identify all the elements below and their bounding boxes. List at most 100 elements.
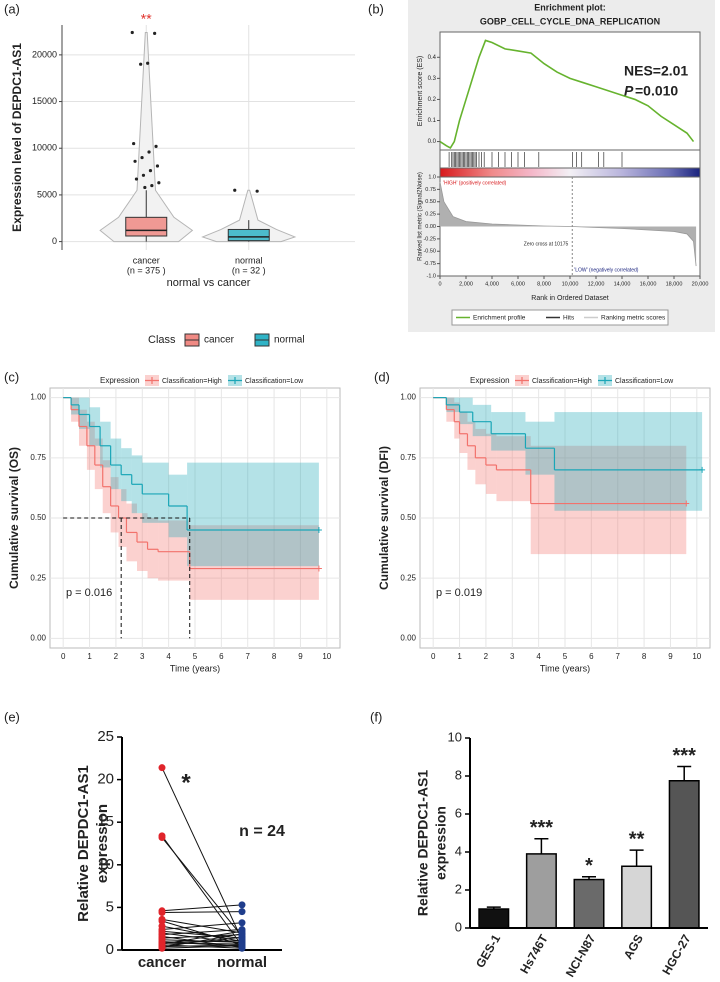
y-tick-label: 10 xyxy=(97,856,114,873)
y2-tick-label: -0.50 xyxy=(423,249,436,255)
violin xyxy=(201,189,297,243)
y2-tick-label: 0.50 xyxy=(425,199,436,205)
dot xyxy=(238,908,246,916)
significance: * xyxy=(585,855,593,877)
x-tick-label: 0 xyxy=(431,652,436,661)
chart-title: Enrichment plot: xyxy=(534,2,606,12)
x-tick-label: normal xyxy=(217,954,267,971)
legend-label: Classification=Low xyxy=(615,378,674,385)
x-tick-label: AGS xyxy=(621,932,646,962)
violin xyxy=(99,31,194,243)
x-tick-note: (n = 32 ) xyxy=(232,265,266,275)
pair-line xyxy=(161,934,243,939)
nes-label: NES=2.01 xyxy=(624,63,688,79)
y-tick-label: 0.75 xyxy=(30,453,46,462)
outlier xyxy=(255,189,259,193)
y-tick-label: 10 xyxy=(448,729,462,744)
ci-band xyxy=(79,397,90,429)
dot xyxy=(238,901,246,909)
ci-band xyxy=(189,525,319,600)
x-tick-label: 8,000 xyxy=(537,281,551,287)
bar xyxy=(668,780,700,929)
es-line xyxy=(439,39,695,149)
legend-swatch-line xyxy=(515,377,529,384)
ci-band xyxy=(459,397,473,425)
x-tick-label: 10,000 xyxy=(562,281,579,287)
y-tick-label: 0.0 xyxy=(428,139,437,145)
x-tick-label: 10 xyxy=(322,652,331,661)
y-tick-label: 8 xyxy=(455,767,462,782)
ci-band xyxy=(100,421,111,468)
panel-label: (e) xyxy=(4,709,20,724)
x-tick-label: 8 xyxy=(272,652,277,661)
x-tick-label: 1 xyxy=(457,652,462,661)
y-tick-label: 25 xyxy=(97,728,114,745)
box xyxy=(227,228,270,242)
pair-line xyxy=(161,944,243,948)
outlier xyxy=(147,150,151,154)
x-axis-label: normal vs cancer xyxy=(167,277,251,289)
ci-band xyxy=(475,428,486,485)
y-axis-label: Enrichment score (ES) xyxy=(417,56,424,126)
x-tick-label: 12,000 xyxy=(588,281,605,287)
outlier xyxy=(139,62,143,66)
low-label: 'LOW' (negatively correlated) xyxy=(574,267,638,273)
x-tick-label: 9 xyxy=(298,652,303,661)
y2-tick-label: -1.0 xyxy=(427,273,436,279)
outlier xyxy=(157,181,161,185)
legend-title: Class xyxy=(148,334,176,346)
outlier xyxy=(155,164,160,168)
outlier xyxy=(154,144,158,148)
y-tick-label: 0.00 xyxy=(400,633,416,642)
y-axis-label: Cumulative survival (OS) xyxy=(7,447,21,589)
pair-line xyxy=(161,933,243,948)
y-tick-label: 0.00 xyxy=(30,633,46,642)
censor-mark xyxy=(699,466,706,473)
y2-tick-label: 1.0 xyxy=(428,174,436,180)
bar xyxy=(478,908,510,929)
pair-line xyxy=(161,837,243,937)
ci-band xyxy=(147,518,159,579)
y-tick-label: 0.2 xyxy=(428,97,437,103)
y-tick-label: 0.75 xyxy=(400,453,416,462)
y2-axis-label: Ranked list metric (Signal2Noise) xyxy=(418,172,424,261)
y-tick-label: 4 xyxy=(455,843,462,858)
pair-line xyxy=(161,911,243,914)
legend-title: Expression xyxy=(100,376,140,385)
x-tick-label: 8 xyxy=(642,652,647,661)
rank-colorbar xyxy=(439,167,701,178)
outlier xyxy=(143,185,147,190)
y-tick-label: 0 xyxy=(52,236,57,246)
ci-band xyxy=(71,397,79,415)
x-axis-label: Time (years) xyxy=(170,663,220,673)
legend-swatch-line xyxy=(228,377,242,384)
x-tick-label: cancer xyxy=(138,954,187,971)
significance: *** xyxy=(673,745,697,767)
y-tick-label: 0.50 xyxy=(400,513,416,522)
significance: ** xyxy=(629,828,645,850)
y-axis-label: expression xyxy=(433,806,449,880)
legend-label: Classification=Low xyxy=(245,378,304,385)
x-tick-label: 4 xyxy=(166,652,171,661)
chart-subtitle: GOBP_CELL_CYCLE_DNA_REPLICATION xyxy=(480,16,660,26)
legend-swatch-line xyxy=(598,377,612,384)
x-tick-note: (n = 375 ) xyxy=(127,265,166,275)
outlier xyxy=(141,173,146,177)
y-axis-label: Expression level of DEPDC1-AS1 xyxy=(10,43,24,232)
y-tick-label: 0.25 xyxy=(30,573,46,582)
outlier xyxy=(233,188,237,192)
ci-band xyxy=(142,462,169,523)
x-tick-label: GES-1 xyxy=(473,932,503,970)
y-tick-label: 0.3 xyxy=(428,76,437,82)
error-bar xyxy=(677,765,692,781)
legend-label: Classification=High xyxy=(532,378,592,385)
x-tick-label: 1 xyxy=(87,652,92,661)
ci-band xyxy=(554,412,703,511)
x-tick-label: 0 xyxy=(61,652,66,661)
x-tick-label: 3 xyxy=(510,652,515,661)
x-tick-label: 5 xyxy=(193,652,198,661)
p-value: p = 0.016 xyxy=(66,587,112,599)
ci-band xyxy=(459,412,468,453)
annotation: * xyxy=(181,769,191,796)
